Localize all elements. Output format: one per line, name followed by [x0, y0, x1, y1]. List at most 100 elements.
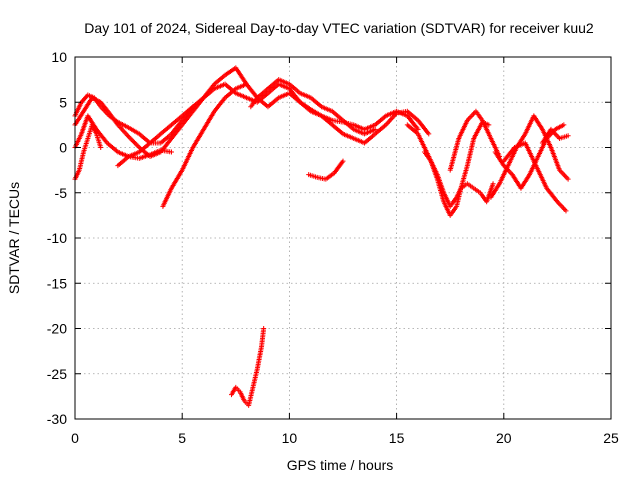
data-point-trace	[309, 96, 323, 109]
data-point-trace	[80, 93, 90, 104]
series-track-8	[306, 158, 346, 182]
y-tick-label: -20	[47, 321, 67, 337]
data-point-trace	[423, 151, 433, 163]
data-point-trace	[99, 101, 111, 115]
data-point-trace	[363, 127, 377, 136]
data-point-trace	[332, 159, 345, 175]
data-point-trace	[73, 101, 84, 117]
data-point-trace	[324, 171, 336, 181]
series-track-2	[72, 65, 432, 160]
data-point	[563, 208, 569, 214]
data-point-trace	[472, 186, 482, 195]
data-point-trace	[558, 133, 569, 141]
data-point-trace	[523, 141, 538, 167]
data-point-trace	[116, 155, 130, 167]
y-tick-label: -30	[47, 411, 67, 427]
data-point-trace	[266, 78, 280, 91]
data-point-trace	[506, 146, 519, 167]
data-point-trace	[138, 152, 152, 161]
data-point-trace	[558, 168, 570, 181]
data-point	[565, 133, 571, 139]
data-point-trace	[523, 114, 536, 135]
series-track-5	[115, 104, 196, 169]
data-point	[98, 145, 104, 150]
data-point-trace	[549, 146, 562, 172]
data-point-trace	[532, 114, 545, 131]
series-track-9	[229, 326, 267, 408]
data-point-trace	[161, 187, 174, 208]
data-point-trace	[191, 96, 206, 113]
data-point-trace	[107, 111, 120, 127]
data-point-trace	[213, 73, 227, 86]
data-point	[415, 126, 421, 132]
data-point-trace	[127, 135, 141, 149]
data-point-trace	[320, 104, 334, 114]
series-track-12	[447, 108, 503, 173]
data-point-trace	[352, 123, 366, 132]
data-point-trace	[549, 128, 561, 140]
y-tick-label: 10	[51, 49, 67, 65]
data-point-trace	[502, 146, 516, 163]
data-point-trace	[309, 107, 323, 118]
chart-title: Day 101 of 2024, Sidereal Day-to-day VTE…	[84, 20, 594, 36]
data-point-trace	[429, 160, 440, 176]
data-point-trace	[465, 137, 476, 167]
data-point-trace	[320, 114, 334, 127]
data-point-trace	[73, 110, 86, 127]
data-point	[490, 181, 496, 187]
data-point-trace	[448, 196, 459, 208]
series-track-1	[72, 81, 421, 146]
data-point-trace	[159, 123, 173, 136]
data-point-trace	[489, 182, 502, 199]
grid-lines	[75, 57, 611, 419]
data-point	[168, 149, 174, 155]
data-point-trace	[288, 91, 302, 104]
y-axis: 10 5 0 -5 -10 -15 -20 -25 -30	[47, 49, 611, 427]
series-track-11	[421, 149, 496, 209]
data-point-trace	[148, 132, 162, 145]
data-point-trace	[493, 150, 506, 167]
data-point-trace	[159, 132, 173, 145]
data-point-trace	[246, 386, 256, 407]
data-point-trace	[352, 127, 366, 136]
x-axis-label: GPS time / hours	[287, 457, 394, 473]
data-point	[340, 158, 346, 164]
data-point-trace	[212, 96, 227, 113]
data-point-trace	[405, 114, 420, 131]
data-point-trace	[406, 109, 420, 122]
series-track-16	[539, 126, 571, 146]
data-point-trace	[472, 121, 485, 140]
data-point-trace	[238, 390, 247, 402]
data-point-trace	[73, 169, 82, 181]
data-point-trace	[234, 386, 242, 393]
data-point-trace	[191, 128, 206, 149]
data-point-trace	[331, 123, 345, 136]
data-point-trace	[73, 132, 84, 149]
data-point-trace	[170, 119, 184, 136]
data-points	[72, 65, 571, 408]
data-point-trace	[86, 93, 96, 100]
data-point-trace	[288, 82, 302, 95]
data-point-trace	[416, 119, 431, 136]
data-point-trace	[116, 120, 130, 130]
data-point-trace	[466, 182, 475, 190]
data-point-trace	[277, 82, 291, 91]
data-point-trace	[81, 96, 94, 113]
data-point-trace	[149, 148, 162, 157]
data-point-trace	[448, 205, 459, 217]
data-point-trace	[363, 123, 377, 132]
data-point-trace	[77, 151, 86, 171]
data-point-trace	[181, 105, 195, 118]
data-point-trace	[545, 187, 559, 203]
data-point-trace	[374, 114, 388, 127]
y-tick-label: -5	[55, 185, 68, 201]
data-point-trace	[556, 200, 568, 213]
data-point	[244, 81, 250, 87]
x-tick-label: 15	[389, 430, 405, 446]
data-point-trace	[307, 172, 319, 180]
data-point-trace	[534, 164, 549, 190]
data-point-trace	[352, 136, 366, 145]
data-point-trace	[202, 83, 216, 99]
data-point-trace	[474, 110, 484, 122]
